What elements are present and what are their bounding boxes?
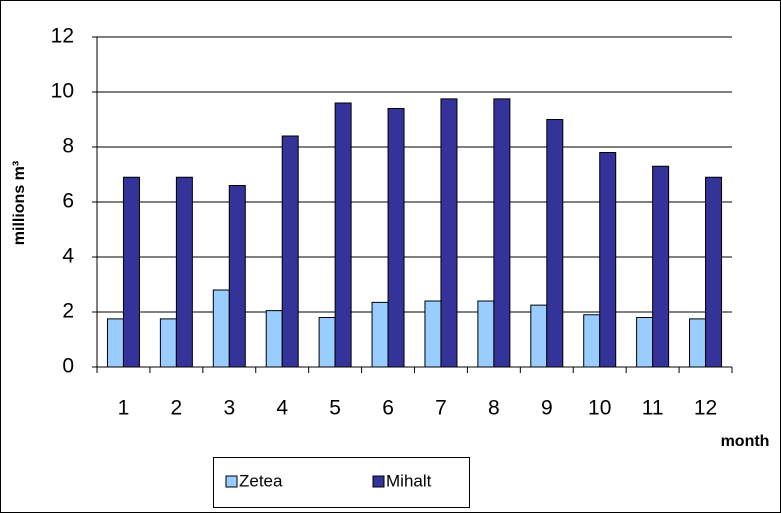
legend-label: Mihalt <box>386 471 432 490</box>
x-tick-label: 11 <box>642 397 664 420</box>
x-tick-label: 2 <box>171 397 183 420</box>
bar <box>387 108 405 368</box>
bar <box>705 176 723 368</box>
bar <box>281 135 299 368</box>
bar <box>318 317 336 368</box>
bar <box>371 301 389 368</box>
y-tick-label: 0 <box>62 355 74 378</box>
bar <box>106 318 124 368</box>
x-tick-label: 10 <box>588 397 611 420</box>
bar <box>440 98 458 368</box>
x-tick-label: 12 <box>694 397 717 420</box>
y-tick-label: 8 <box>62 135 74 158</box>
bar <box>530 304 548 368</box>
bar <box>334 102 352 368</box>
bar <box>599 152 617 368</box>
bar <box>546 119 564 368</box>
bar <box>636 317 654 368</box>
x-tick-label: 4 <box>276 397 288 420</box>
y-tick-label: 10 <box>51 80 74 103</box>
y-axis-label: millions m³ <box>11 161 28 245</box>
x-tick-label: 7 <box>435 397 447 420</box>
x-tick-label: 8 <box>488 397 500 420</box>
bar <box>175 176 193 368</box>
legend-swatch <box>372 475 385 488</box>
bar <box>652 165 670 368</box>
x-tick-label: 5 <box>329 397 341 420</box>
bar <box>159 318 177 368</box>
x-axis-label: month <box>721 433 770 450</box>
bar <box>583 314 601 368</box>
x-tick-label: 3 <box>223 397 235 420</box>
x-tick-label: 9 <box>541 397 553 420</box>
bar <box>477 300 495 368</box>
bar <box>228 185 246 368</box>
bar <box>265 310 283 368</box>
bar <box>212 289 230 368</box>
legend-swatch <box>225 475 238 488</box>
bar <box>122 176 140 368</box>
bar <box>493 98 511 368</box>
legend-label: Zetea <box>239 471 283 490</box>
x-tick-label: 6 <box>382 397 394 420</box>
bar <box>689 318 707 368</box>
y-tick-label: 4 <box>62 245 74 268</box>
x-tick-label: 1 <box>118 397 130 420</box>
bar <box>424 300 442 368</box>
y-tick-label: 12 <box>51 25 74 48</box>
y-tick-label: 2 <box>62 300 74 323</box>
y-tick-label: 6 <box>62 190 74 213</box>
legend <box>213 457 470 508</box>
